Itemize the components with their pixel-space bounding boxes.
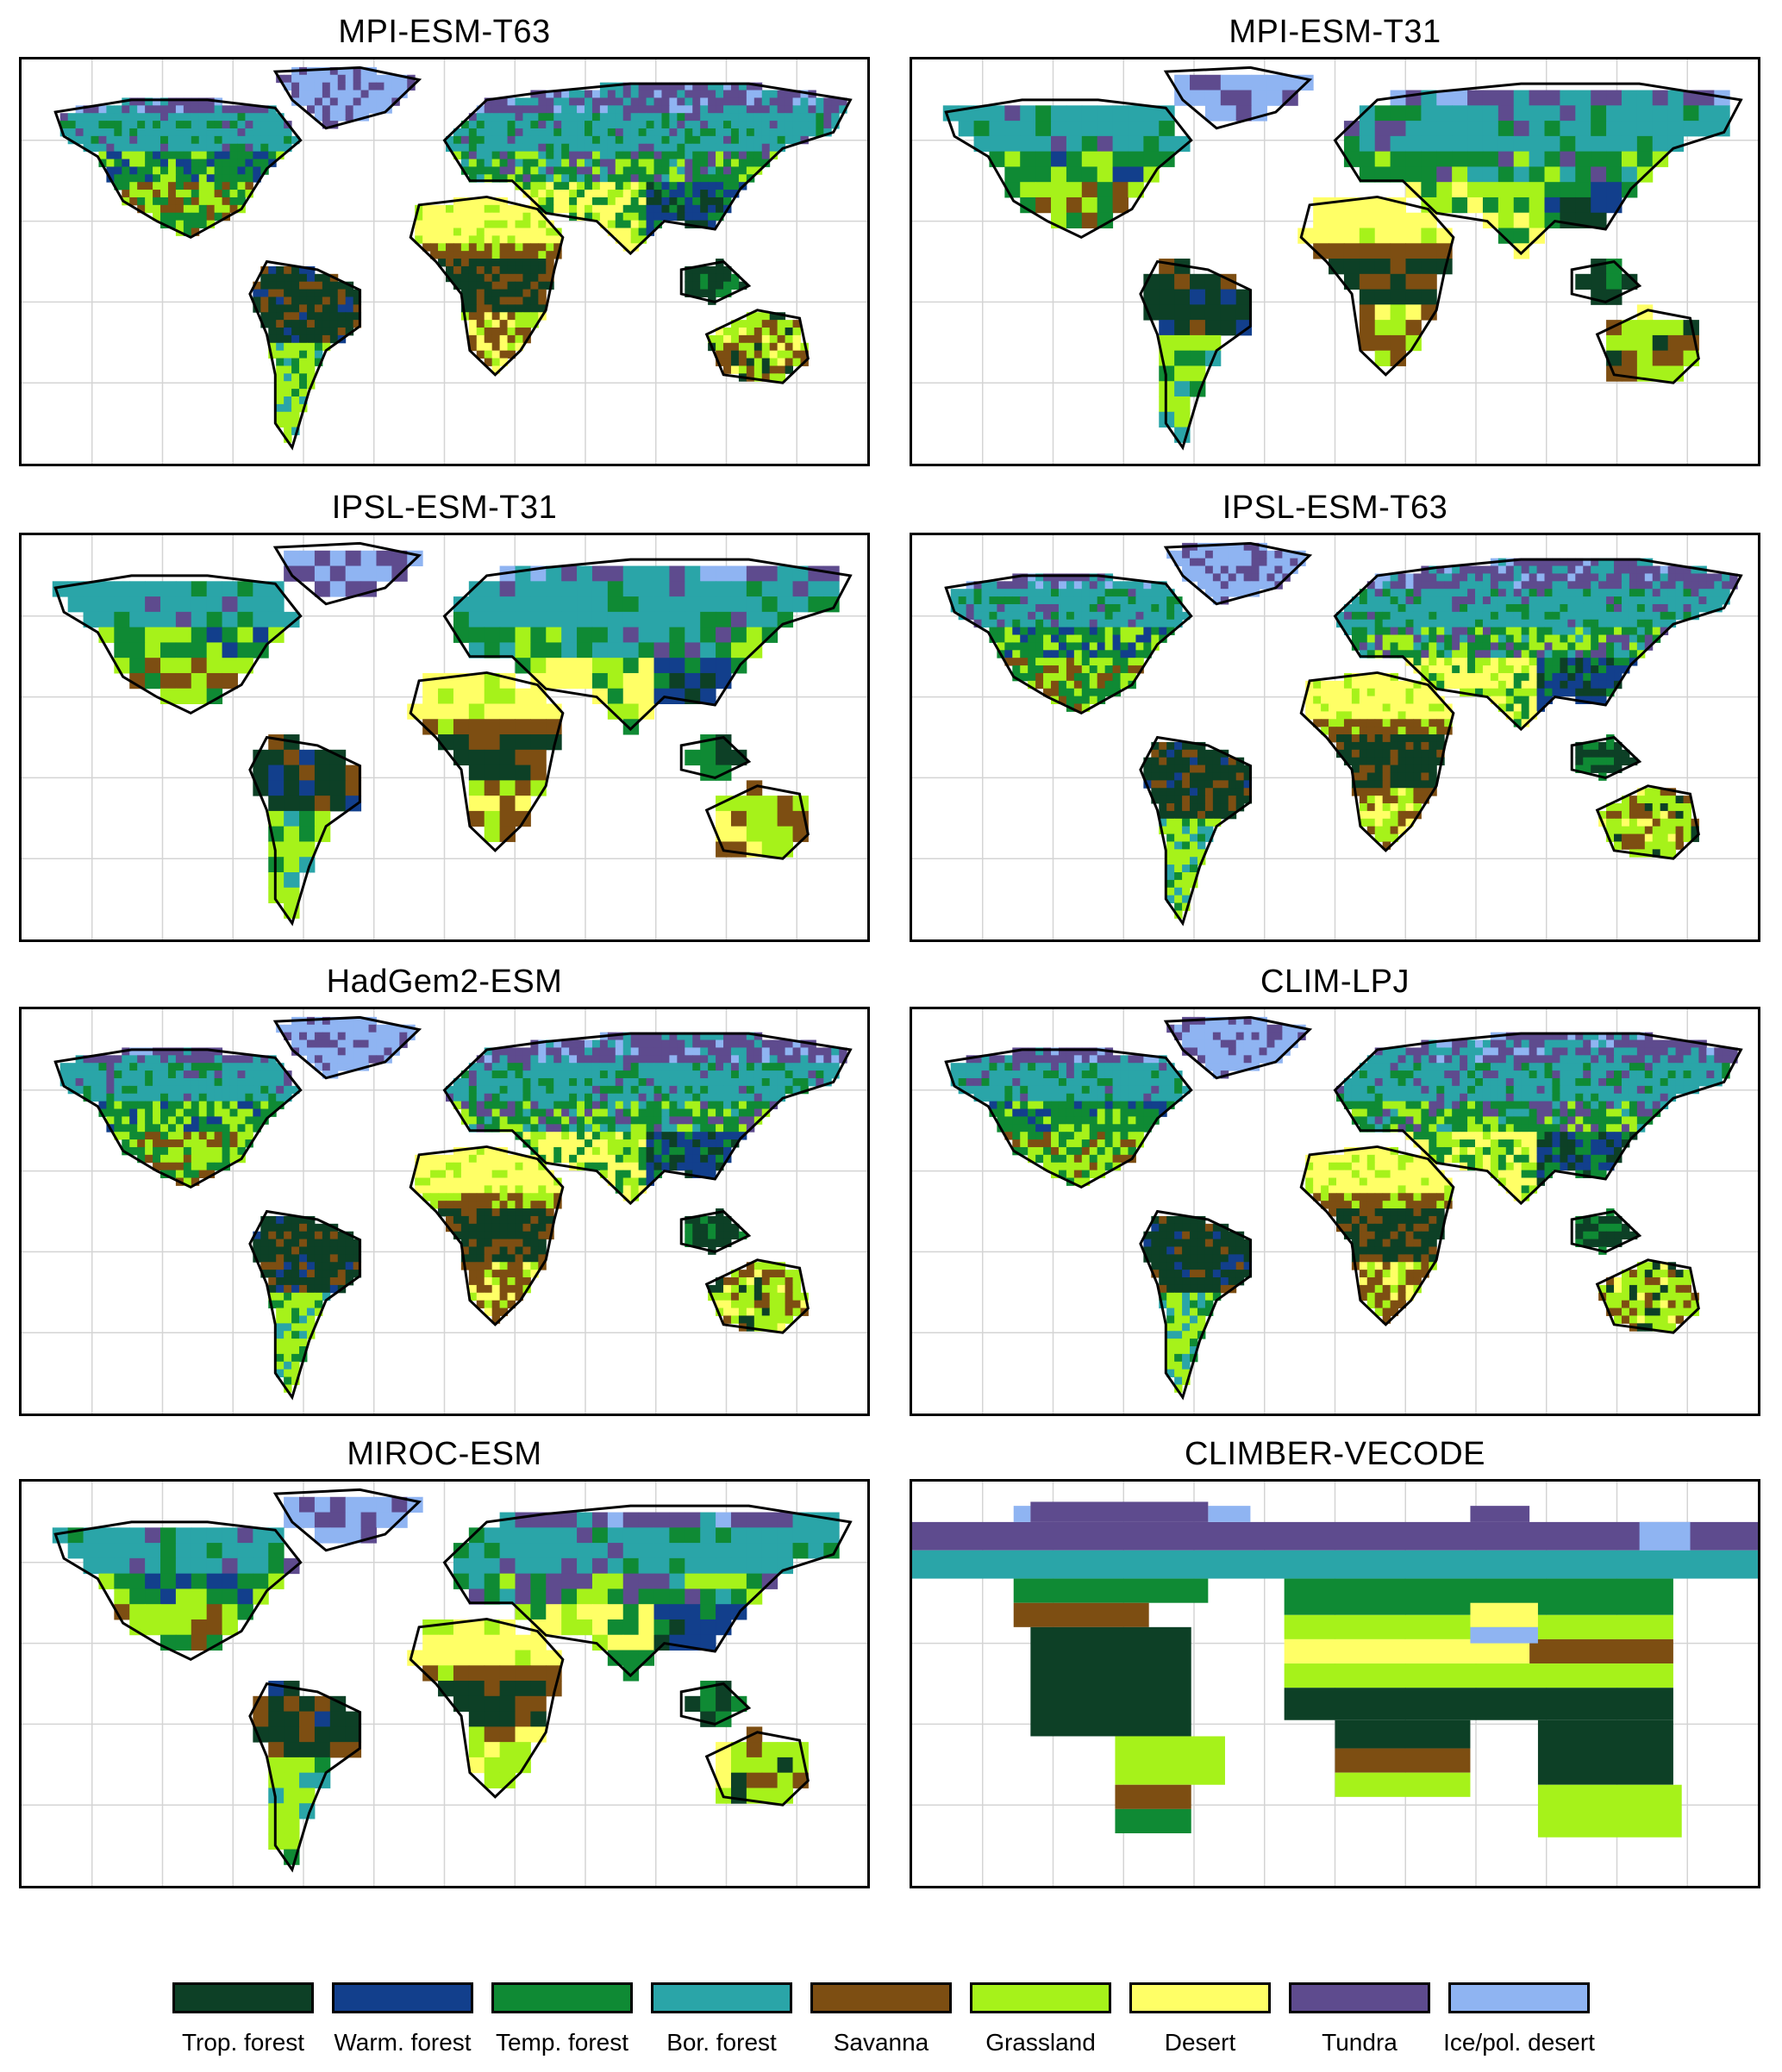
vegetation-cells [52, 1496, 840, 1865]
map-panel [19, 1479, 870, 1888]
legend-item: Bor. forest [651, 1982, 792, 2056]
vegetation-cells [950, 542, 1738, 919]
legend-label: Savanna [833, 2029, 929, 2056]
coastlines [53, 1488, 853, 1873]
legend-item: Grassland [970, 1982, 1111, 2056]
legend-swatch [651, 1982, 792, 2013]
panel-title: MIROC-ESM [347, 1436, 542, 1472]
panel-title: CLIM-LPJ [1260, 964, 1410, 1000]
legend-item: Desert [1129, 1982, 1271, 2056]
world-map [912, 1009, 1758, 1414]
coastlines [944, 1015, 1743, 1401]
legend-swatch [810, 1982, 952, 2013]
world-map [22, 1009, 867, 1414]
legend-label: Warm. forest [334, 2029, 472, 2056]
coastlines [53, 1015, 853, 1401]
legend-item: Temp. forest [491, 1982, 633, 2056]
vegetation-cells [59, 66, 847, 443]
vegetation-cells [950, 1016, 1738, 1393]
coastlines [53, 541, 853, 927]
map-panel [910, 1007, 1760, 1416]
legend-swatch [172, 1982, 314, 2013]
legend-swatch [491, 1982, 633, 2013]
map-panel [910, 1479, 1760, 1888]
coastlines [944, 66, 1743, 451]
panel-title: MPI-ESM-T31 [1229, 14, 1441, 50]
coastlines [944, 541, 1743, 927]
legend-label: Temp. forest [495, 2029, 629, 2056]
legend-item: Ice/pol. desert [1443, 1982, 1595, 2056]
legend-label: Grassland [985, 2029, 1096, 2056]
map-panel [910, 533, 1760, 942]
world-map [912, 59, 1758, 464]
vegetation-cells [59, 1016, 847, 1393]
legend-swatch [332, 1982, 473, 2013]
world-map [912, 1482, 1758, 1886]
world-map [22, 59, 867, 464]
legend-label: Ice/pol. desert [1443, 2029, 1595, 2056]
legend-item: Warm. forest [332, 1982, 473, 2056]
world-map [912, 535, 1758, 939]
legend-item: Trop. forest [172, 1982, 314, 2056]
legend-label: Tundra [1322, 2029, 1397, 2056]
panel-title: MPI-ESM-T63 [338, 14, 551, 50]
legend-swatch [1448, 1982, 1590, 2013]
world-map [22, 1482, 867, 1886]
map-panel [19, 533, 870, 942]
world-map [22, 535, 867, 939]
legend-label: Desert [1164, 2029, 1236, 2056]
vegetation-cells [52, 550, 840, 919]
legend-swatch [1129, 1982, 1271, 2013]
map-panel [19, 57, 870, 466]
map-panel [910, 57, 1760, 466]
biome-legend: Trop. forest Warm. forest Temp. forest Bor.… [0, 1982, 1782, 2072]
vegetation-bands [912, 1501, 1758, 1838]
legend-label: Trop. forest [181, 2029, 305, 2056]
legend-swatch [970, 1982, 1111, 2013]
panel-title: IPSL-ESM-T63 [1222, 490, 1448, 526]
vegetation-cells [942, 74, 1730, 443]
panel-title: CLIMBER-VECODE [1184, 1436, 1486, 1472]
map-panel [19, 1007, 870, 1416]
legend-label: Bor. forest [666, 2029, 777, 2056]
legend-swatch [1289, 1982, 1430, 2013]
panel-title: HadGem2-ESM [326, 964, 563, 1000]
legend-item: Savanna [810, 1982, 952, 2056]
coastlines [53, 66, 853, 451]
legend-item: Tundra [1289, 1982, 1430, 2056]
panel-title: IPSL-ESM-T31 [331, 490, 558, 526]
